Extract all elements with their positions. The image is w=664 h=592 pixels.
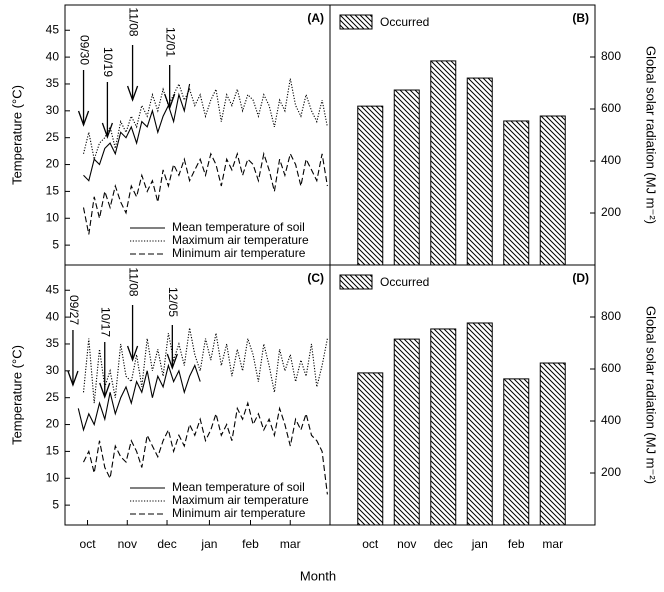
x-tick-label: mar xyxy=(280,537,301,551)
y-tick-label: 45 xyxy=(46,282,60,296)
legend-label: Maximum air temperature xyxy=(172,233,309,247)
panel-label: (B) xyxy=(572,11,589,25)
data-line xyxy=(82,78,328,162)
bar xyxy=(539,362,566,526)
annotation: 10/17 xyxy=(99,307,113,337)
y-tick-label: 40 xyxy=(46,309,60,323)
legend-label: Minimum air temperature xyxy=(172,506,306,520)
x-tick-label: nov xyxy=(397,537,416,551)
y-tick-label: 5 xyxy=(52,237,59,251)
annotation: 09/30 xyxy=(77,35,91,65)
x-axis-title: Month xyxy=(300,568,336,583)
y-tick-label: 30 xyxy=(46,103,60,117)
x-tick-label: jan xyxy=(471,537,488,551)
legend-label: Occurred xyxy=(380,275,429,289)
bar xyxy=(503,120,530,266)
arrow-head xyxy=(77,110,90,127)
y-tick-label: 35 xyxy=(46,76,60,90)
y-tick-label: 35 xyxy=(46,336,60,350)
x-tick-label: mar xyxy=(542,537,563,551)
legend-label: Minimum air temperature xyxy=(172,246,306,260)
y-tick-label: 5 xyxy=(52,497,59,511)
bar xyxy=(466,322,493,526)
y-tick-label: 40 xyxy=(46,49,60,63)
y-tick-label: 400 xyxy=(601,153,621,167)
y-tick-label: 45 xyxy=(46,22,60,36)
bar xyxy=(466,77,493,266)
annotation: 11/08 xyxy=(126,7,140,36)
bar xyxy=(393,338,420,526)
legend-swatch xyxy=(339,14,373,30)
legend-label: Mean temperature of soil xyxy=(172,480,305,494)
x-tick-label: oct xyxy=(80,537,97,551)
y-tick-label: 400 xyxy=(601,413,621,427)
y-tick-label: 10 xyxy=(46,470,60,484)
annotation: 10/19 xyxy=(101,47,115,77)
x-tick-label: feb xyxy=(242,537,259,551)
y-axis-title: Global solar radiation (MJ m⁻²) xyxy=(644,306,659,484)
y-tick-label: 30 xyxy=(46,363,60,377)
data-line xyxy=(77,363,201,432)
y-axis-title: Temperature (°C) xyxy=(9,345,24,445)
y-tick-label: 200 xyxy=(601,205,621,219)
y-tick-label: 15 xyxy=(46,444,60,458)
legend-label: Occurred xyxy=(380,15,429,29)
x-tick-label: feb xyxy=(508,537,525,551)
legend-swatch xyxy=(339,274,373,290)
y-tick-label: 10 xyxy=(46,210,60,224)
arrow-head xyxy=(126,345,139,362)
y-tick-label: 200 xyxy=(601,465,621,479)
arrow-head xyxy=(126,85,139,102)
data-line xyxy=(82,327,328,404)
annotation: 12/01 xyxy=(164,27,178,57)
panel-label: (C) xyxy=(307,271,324,285)
bar xyxy=(503,378,530,526)
y-tick-label: 600 xyxy=(601,101,621,115)
arrow-head xyxy=(101,122,114,139)
data-line xyxy=(83,83,191,182)
y-tick-label: 800 xyxy=(601,49,621,63)
bar xyxy=(357,372,384,526)
y-axis-title: Global solar radiation (MJ m⁻²) xyxy=(644,46,659,224)
arrow-head xyxy=(166,353,178,370)
bar xyxy=(393,89,420,266)
data-line xyxy=(82,151,328,235)
bar xyxy=(430,60,457,266)
data-line xyxy=(83,401,328,495)
y-tick-label: 600 xyxy=(601,361,621,375)
y-tick-label: 20 xyxy=(46,417,60,431)
bar xyxy=(430,328,457,526)
panel-label: (D) xyxy=(572,271,589,285)
panel-frame xyxy=(329,264,596,526)
arrow-head xyxy=(164,93,176,110)
bar xyxy=(539,115,566,266)
legend-label: Maximum air temperature xyxy=(172,493,309,507)
x-tick-label: dec xyxy=(157,537,176,551)
annotation: 11/08 xyxy=(126,267,140,296)
y-tick-label: 15 xyxy=(46,184,60,198)
y-tick-label: 25 xyxy=(46,130,60,144)
y-tick-label: 800 xyxy=(601,309,621,323)
x-tick-label: oct xyxy=(362,537,379,551)
panel-label: (A) xyxy=(307,11,324,25)
bar xyxy=(357,105,384,266)
x-tick-label: nov xyxy=(118,537,137,551)
annotation: 09/27 xyxy=(67,295,81,325)
arrow-head xyxy=(99,382,111,399)
y-axis-title: Temperature (°C) xyxy=(9,85,24,185)
y-tick-label: 20 xyxy=(46,157,60,171)
annotation: 12/05 xyxy=(166,287,180,317)
x-tick-label: jan xyxy=(200,537,217,551)
x-tick-label: dec xyxy=(434,537,453,551)
y-tick-label: 25 xyxy=(46,390,60,404)
legend-label: Mean temperature of soil xyxy=(172,220,305,234)
arrow-head xyxy=(67,370,79,387)
